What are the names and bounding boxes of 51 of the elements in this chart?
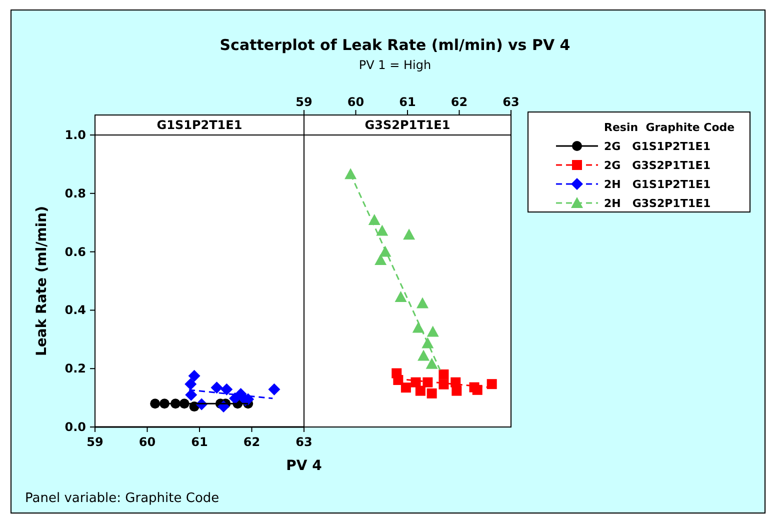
x-tick-label: 61 [191, 435, 208, 449]
point [422, 377, 433, 388]
y-tick-label: 1.0 [64, 128, 86, 142]
x-tick-label: 59 [86, 435, 104, 449]
point [426, 358, 438, 369]
point [415, 386, 426, 396]
point [184, 378, 197, 390]
y-axis-title: Leak Rate (ml/min) [34, 206, 50, 356]
y-tick-label: 0.4 [64, 303, 86, 318]
x-tick-label: 60 [138, 435, 156, 449]
y-tick-label: 0.8 [64, 186, 86, 200]
x-tick-label: 62 [243, 435, 260, 449]
point [452, 386, 462, 396]
point [438, 369, 449, 380]
x-tick-label: 59 [296, 95, 312, 109]
x-axis-title: PV 4 [286, 458, 322, 474]
legend-title: Resin Graphite Code [604, 121, 735, 134]
x-tick-label: 63 [296, 435, 312, 449]
point [185, 388, 198, 401]
point [220, 383, 233, 396]
legend-label: 2H G1S1P2T1E1 [604, 178, 711, 191]
point [426, 326, 439, 337]
text: Panel variable: Graphite Code [25, 491, 220, 506]
text: G3S2P1T1E1 [364, 118, 450, 132]
y-tick-label: 0.0 [64, 420, 86, 434]
point [486, 379, 497, 390]
point [418, 350, 430, 361]
legend-label: 2G G1S1P2T1E1 [604, 140, 710, 153]
point [472, 384, 482, 395]
point [438, 379, 449, 390]
point [376, 224, 388, 236]
x-tick-label: 63 [502, 95, 520, 109]
point [400, 382, 411, 393]
x-tick-label: 61 [399, 95, 416, 109]
text: G1S1P2T1E1 [156, 118, 242, 132]
y-tick-label: 0.6 [64, 244, 86, 259]
point [210, 382, 223, 394]
legend-label: 2G G3S2P1T1E1 [604, 159, 710, 172]
point [374, 254, 387, 265]
x-tick-label: 60 [347, 95, 364, 109]
point [403, 228, 416, 240]
point [416, 297, 429, 308]
point [394, 291, 407, 302]
chart-subtitle: PV 1 = High [358, 58, 432, 72]
x-tick-label: 62 [450, 95, 468, 109]
legend-label: 2H G3S2P1T1E1 [604, 197, 711, 210]
point [426, 388, 437, 398]
y-tick-label: 0.2 [64, 362, 86, 376]
text: Scatterplot of Leak Rate (ml/min) vs PV 4 [220, 36, 570, 54]
point [188, 370, 200, 382]
point [268, 383, 280, 396]
